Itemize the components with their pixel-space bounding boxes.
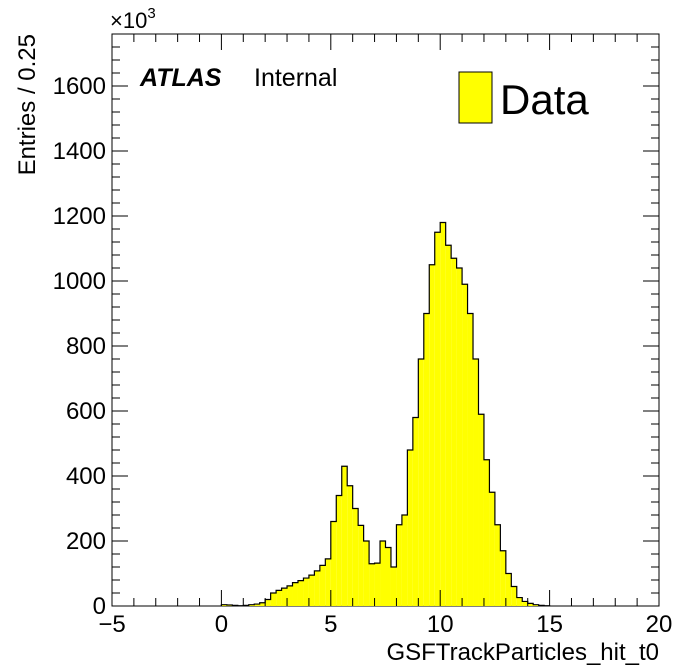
histogram-bin: [281, 588, 288, 606]
histogram-bin: [396, 524, 402, 606]
histogram-bin: [254, 604, 260, 606]
axis-ticks: [111, 33, 660, 607]
x-tick-label: 0: [215, 611, 228, 638]
histogram-bin: [533, 604, 539, 606]
histogram-bin: [451, 258, 457, 606]
y-tick-label: 200: [66, 528, 106, 555]
histogram-bin: [319, 565, 326, 606]
histogram-bin: [336, 495, 342, 606]
histogram-bin: [248, 604, 255, 606]
histogram-bin: [303, 578, 309, 606]
histogram-bin: [456, 268, 463, 606]
histogram-bin: [478, 414, 484, 606]
histogram-bin: [369, 563, 375, 606]
internal-label: Internal: [254, 64, 337, 92]
atlas-label: ATLAS: [139, 64, 222, 92]
histogram-bin: [265, 599, 271, 606]
y-axis-title: Entries / 0.25: [14, 34, 41, 175]
histogram-bin: [276, 590, 282, 606]
histogram-bin: [429, 264, 435, 606]
histogram-bin: [511, 586, 517, 606]
histogram-bin: [483, 459, 490, 606]
x-tick-label: −5: [98, 611, 125, 638]
histogram-bin: [259, 602, 266, 606]
y-tick-label: 1200: [53, 203, 106, 230]
histogram-bin: [412, 417, 419, 606]
histogram-bin: [292, 582, 298, 606]
histogram-bin: [363, 541, 370, 606]
histogram-outline: [220, 221, 551, 607]
y-tick-label: 1400: [53, 138, 106, 165]
x-tick-label: 15: [536, 611, 563, 638]
x-tick-label: 5: [324, 611, 337, 638]
y-tick-label: 600: [66, 398, 106, 425]
histogram-bin: [418, 359, 424, 606]
legend-swatch: [458, 71, 493, 124]
x-tick-label: 20: [646, 611, 673, 638]
histogram-bin: [522, 601, 528, 606]
histogram-bin: [500, 550, 506, 606]
histogram-bin: [505, 573, 512, 606]
histogram-bin: [440, 222, 446, 606]
histogram-bin: [330, 521, 337, 606]
y-tick-label: 0: [93, 593, 106, 620]
histogram-bin: [489, 492, 495, 606]
legend-label: Data: [500, 76, 589, 123]
y-tick-label: 800: [66, 333, 106, 360]
y-multiplier: ×103: [110, 5, 156, 33]
histogram-bin: [374, 563, 381, 606]
histogram-bin: [341, 466, 348, 606]
histogram-bin: [434, 232, 441, 606]
y-tick-label: 400: [66, 463, 106, 490]
x-axis-title: GSFTrackParticles_hit_t0: [386, 639, 659, 666]
histogram-bin: [473, 359, 479, 606]
histogram-bin: [401, 515, 408, 606]
histogram-bin: [297, 580, 304, 606]
histogram-bin: [462, 284, 468, 606]
histogram-bin: [494, 524, 501, 606]
histogram-bin: [380, 541, 386, 606]
histogram-bin: [516, 597, 523, 606]
histogram-bin: [221, 604, 227, 606]
histogram-bin: [325, 558, 331, 606]
histogram-bin: [385, 547, 391, 606]
histogram-bin: [445, 245, 452, 606]
histogram-bin: [287, 585, 293, 606]
y-tick-label: 1000: [53, 268, 106, 295]
x-tick-label: 10: [427, 611, 454, 638]
histogram-bin: [270, 593, 277, 606]
histogram-bin: [527, 603, 534, 606]
histogram-bin: [407, 450, 413, 606]
histogram-bin: [390, 567, 397, 606]
histogram-bin: [347, 485, 353, 606]
histogram-bin: [314, 570, 320, 606]
histogram-bars: [220, 221, 551, 607]
histogram-bin: [308, 575, 315, 606]
histogram-bin: [352, 508, 359, 606]
histogram-bin: [423, 313, 430, 606]
y-tick-label: 1600: [53, 73, 106, 100]
histogram-bin: [467, 313, 474, 606]
histogram-bin: [358, 525, 364, 606]
